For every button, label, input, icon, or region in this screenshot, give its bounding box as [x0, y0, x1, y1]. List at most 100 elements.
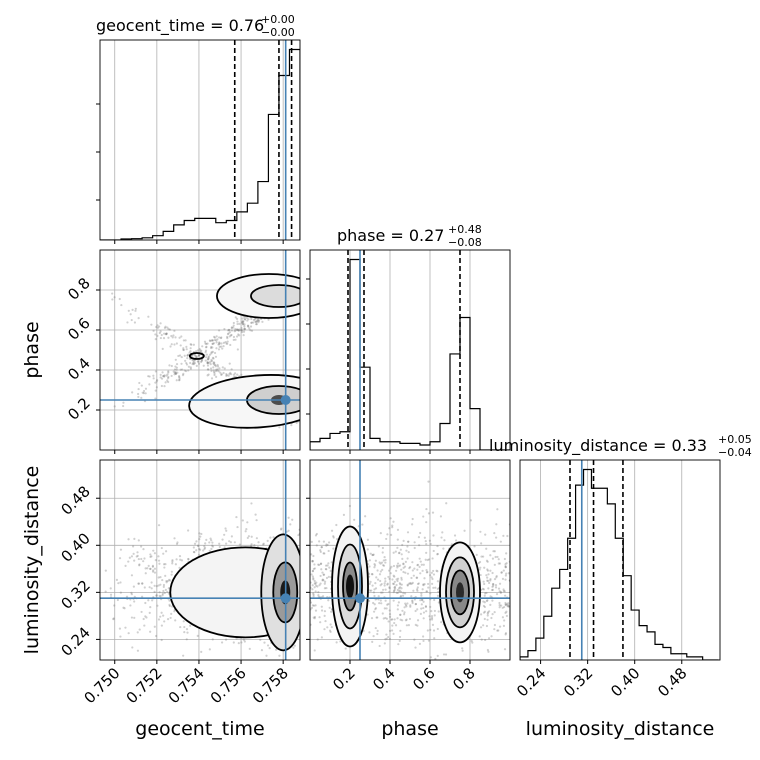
scatter-point: [222, 371, 225, 375]
scatter-point: [241, 317, 244, 320]
scatter-point: [407, 551, 410, 554]
scatter-point: [436, 587, 439, 590]
scatter-point: [481, 587, 484, 591]
scatter-point: [385, 637, 388, 640]
scatter-point: [166, 379, 169, 382]
scatter-point: [384, 577, 387, 580]
scatter-point: [232, 338, 235, 341]
scatter-point: [232, 335, 236, 339]
scatter-point: [211, 350, 214, 353]
scatter-point: [503, 605, 506, 609]
scatter-point: [494, 584, 498, 587]
scatter-point: [164, 563, 167, 566]
scatter-point: [122, 401, 125, 404]
scatter-point: [388, 629, 392, 632]
scatter-point: [257, 321, 260, 324]
scatter-point: [241, 329, 244, 332]
scatter-point: [187, 365, 190, 368]
scatter-point: [430, 571, 433, 574]
scatter-point: [119, 591, 122, 594]
scatter-point: [430, 615, 434, 618]
scatter-point: [436, 580, 439, 583]
scatter-point: [323, 587, 327, 590]
density-contours: [188, 273, 300, 429]
scatter-point: [109, 593, 113, 596]
scatter-point: [373, 563, 376, 566]
scatter-point: [218, 545, 221, 549]
scatter-point: [416, 608, 419, 611]
scatter-point: [211, 541, 214, 544]
scatter-point: [159, 336, 162, 340]
scatter-point: [496, 555, 499, 559]
scatter-point: [130, 616, 134, 619]
scatter-point: [396, 528, 400, 531]
contour-level: [250, 284, 300, 308]
scatter-point: [392, 574, 395, 577]
scatter-point: [317, 563, 320, 566]
scatter-point: [502, 588, 505, 591]
scatter-point: [414, 623, 417, 626]
scatter-point: [104, 569, 107, 572]
scatter-point: [393, 621, 396, 625]
scatter-point: [373, 588, 376, 591]
scatter-point: [254, 320, 257, 323]
scatter-point: [313, 617, 316, 620]
scatter-point: [318, 540, 321, 543]
scatter-point: [125, 595, 129, 598]
scatter-point: [185, 361, 188, 365]
x-tick-label: 0.4: [369, 664, 399, 694]
scatter-point: [411, 581, 414, 584]
scatter-point: [327, 549, 330, 553]
scatter-point: [189, 347, 192, 350]
scatter-point: [149, 567, 152, 570]
scatter-point: [171, 336, 174, 339]
scatter-point: [425, 571, 429, 574]
scatter-point: [436, 544, 439, 548]
scatter-point: [167, 328, 170, 331]
scatter-point: [192, 343, 195, 346]
scatter-point: [218, 345, 221, 349]
scatter-point: [243, 640, 246, 643]
scatter-point: [109, 587, 112, 590]
scatter-point: [295, 421, 298, 425]
scatter-point: [132, 585, 135, 588]
scatter-point: [186, 356, 189, 360]
scatter-point: [398, 590, 401, 593]
pair-panel-luminosity-distance-vs-phase: [310, 460, 510, 660]
scatter-point: [312, 577, 315, 580]
scatter-point: [201, 345, 204, 348]
scatter-point: [416, 564, 419, 567]
scatter-point: [497, 558, 500, 561]
scatter-point: [141, 582, 144, 585]
scatter-point: [226, 374, 229, 377]
scatter-point: [396, 546, 399, 549]
scatter-point: [425, 610, 428, 613]
scatter-point: [122, 606, 125, 609]
scatter-point: [152, 377, 155, 380]
scatter-point: [435, 569, 438, 572]
scatter-point: [311, 570, 314, 573]
scatter-point: [486, 648, 489, 652]
scatter-point: [410, 576, 413, 580]
scatter-point: [153, 625, 156, 628]
scatter-point: [232, 373, 235, 376]
scatter-point: [411, 601, 414, 605]
scatter-point: [431, 577, 434, 581]
scatter-point: [187, 353, 190, 356]
scatter-point: [400, 553, 403, 556]
scatter-point: [400, 578, 403, 581]
scatter-point: [328, 566, 331, 569]
scatter-point: [318, 563, 321, 567]
scatter-point: [165, 332, 168, 336]
scatter-point: [311, 560, 314, 563]
scatter-point: [252, 318, 255, 322]
scatter-point: [404, 560, 407, 563]
scatter-point: [310, 573, 313, 576]
scatter-point: [164, 574, 167, 577]
scatter-point: [263, 641, 266, 644]
scatter-point: [170, 364, 173, 368]
scatter-point: [504, 566, 507, 569]
scatter-point: [208, 648, 211, 651]
scatter-point: [141, 391, 144, 394]
scatter-point: [173, 368, 177, 371]
